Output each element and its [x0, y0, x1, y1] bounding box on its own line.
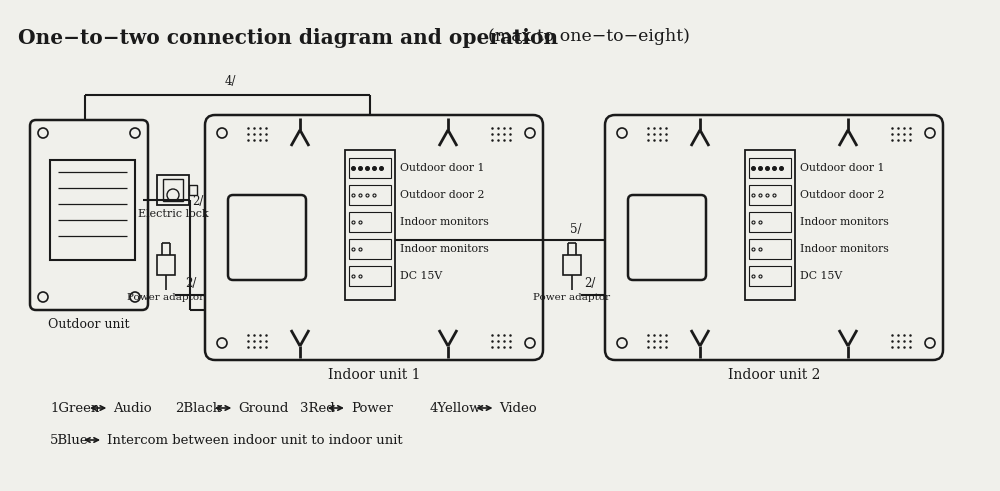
- Text: Indoor monitors: Indoor monitors: [800, 217, 889, 227]
- Bar: [349, 239, 391, 259]
- Text: Intercom between indoor unit to indoor unit: Intercom between indoor unit to indoor u…: [107, 434, 403, 446]
- Text: DC 15V: DC 15V: [400, 271, 442, 281]
- Text: 2/: 2/: [185, 277, 196, 290]
- Text: 3Red: 3Red: [300, 402, 335, 414]
- Bar: [349, 212, 391, 232]
- Bar: [749, 158, 791, 178]
- Text: 5Blue: 5Blue: [50, 434, 89, 446]
- Bar: [349, 266, 391, 286]
- Bar: [749, 185, 791, 205]
- Text: Power adaptor: Power adaptor: [127, 293, 205, 302]
- Text: Indoor monitors: Indoor monitors: [800, 244, 889, 254]
- Text: 5/: 5/: [570, 223, 582, 236]
- Text: Outdoor door 1: Outdoor door 1: [400, 163, 484, 173]
- Text: 4/: 4/: [225, 75, 237, 88]
- Bar: [563, 255, 581, 275]
- Text: Outdoor door 1: Outdoor door 1: [800, 163, 885, 173]
- Text: Outdoor door 2: Outdoor door 2: [400, 190, 484, 200]
- Text: Power adaptor: Power adaptor: [533, 293, 611, 302]
- Text: 2Black: 2Black: [175, 402, 221, 414]
- Text: DC 15V: DC 15V: [800, 271, 842, 281]
- Text: Audio: Audio: [113, 402, 152, 414]
- Text: Indoor monitors: Indoor monitors: [400, 217, 489, 227]
- Text: Outdoor door 2: Outdoor door 2: [800, 190, 885, 200]
- Bar: [749, 266, 791, 286]
- Text: Outdoor unit: Outdoor unit: [48, 318, 130, 331]
- Text: (max to one−to−eight): (max to one−to−eight): [488, 28, 690, 45]
- Text: 2/: 2/: [584, 277, 595, 290]
- Text: 4Yellow: 4Yellow: [430, 402, 482, 414]
- Text: One−to−two connection diagram and operation: One−to−two connection diagram and operat…: [18, 28, 558, 48]
- Bar: [163, 179, 183, 201]
- Bar: [157, 175, 189, 205]
- Bar: [745, 150, 795, 300]
- Text: 1Green: 1Green: [50, 402, 99, 414]
- Text: Indoor monitors: Indoor monitors: [400, 244, 489, 254]
- Bar: [349, 158, 391, 178]
- Bar: [749, 239, 791, 259]
- Text: Electric lock: Electric lock: [138, 209, 208, 219]
- Text: Ground: Ground: [238, 402, 289, 414]
- Text: Power: Power: [351, 402, 393, 414]
- Text: 2/: 2/: [192, 195, 203, 208]
- Bar: [749, 212, 791, 232]
- Text: Video: Video: [499, 402, 537, 414]
- Text: Indoor unit 2: Indoor unit 2: [728, 368, 820, 382]
- Bar: [189, 185, 197, 195]
- Bar: [50, 160, 135, 260]
- Text: Indoor unit 1: Indoor unit 1: [328, 368, 420, 382]
- Bar: [157, 255, 175, 275]
- Bar: [349, 185, 391, 205]
- Bar: [345, 150, 395, 300]
